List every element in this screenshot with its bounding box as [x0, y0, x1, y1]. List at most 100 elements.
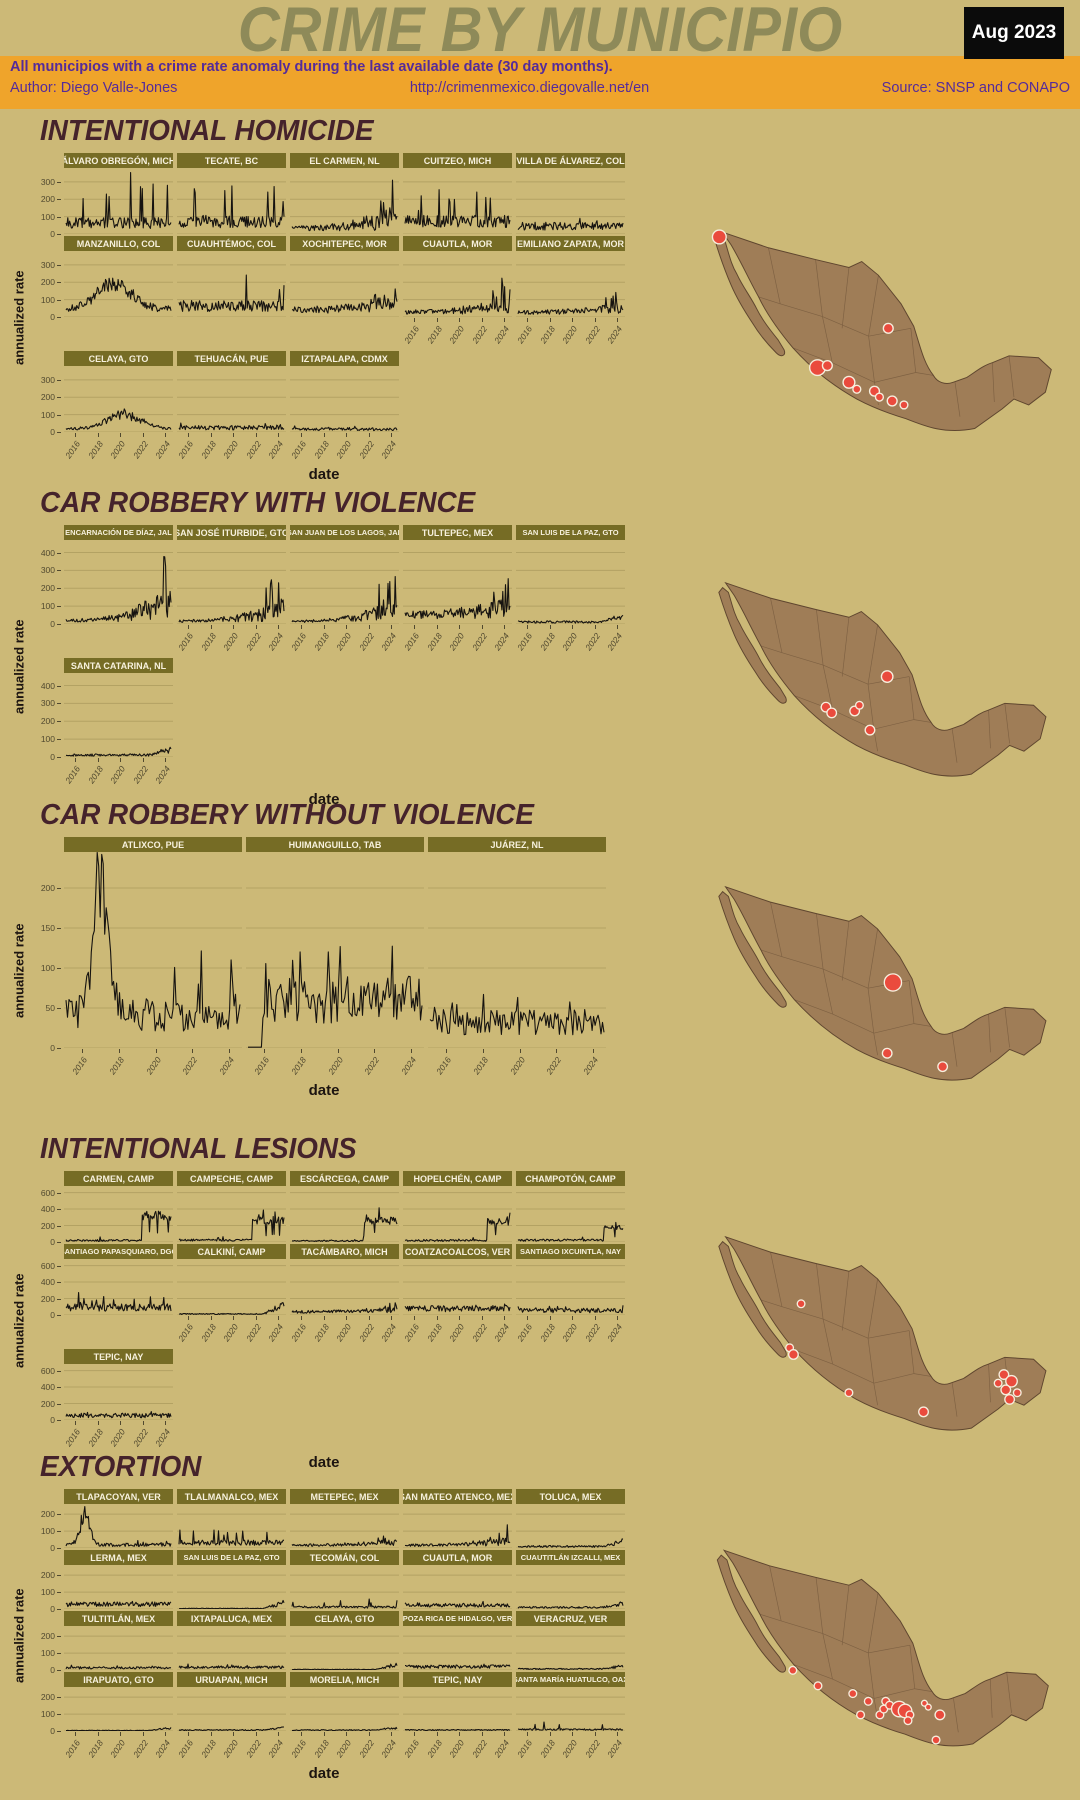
- x-tick-mark: [142, 433, 144, 437]
- x-tick-mark: [527, 1732, 529, 1736]
- x-axis-ticks: 2016 2018 2020 2022 2024: [176, 432, 286, 464]
- x-tick-label: 2024: [605, 1322, 625, 1344]
- facet-title: EL CARMEN, NL: [290, 153, 399, 168]
- line-chart: [177, 1192, 286, 1242]
- y-tick-label: 400: [41, 548, 61, 558]
- y-tick-label: 200: [41, 277, 61, 287]
- x-tick-label: 2018: [198, 1322, 218, 1344]
- facet-title: CARMEN, CAMP: [64, 1171, 173, 1186]
- map-marker: [1005, 1374, 1018, 1388]
- x-tick-mark: [210, 625, 212, 629]
- x-tick-label: 2022: [180, 1055, 200, 1077]
- facet-panel: ÁLVARO OBREGÓN, MICH: [64, 153, 173, 234]
- x-axis-title: date: [308, 791, 340, 808]
- x-tick-mark: [414, 1316, 416, 1320]
- facet-panel: VILLA DE ÁLVAREZ, COL: [516, 153, 625, 234]
- line-chart: [177, 1574, 286, 1609]
- x-tick-mark: [504, 1732, 506, 1736]
- facet-title: SANTA MARÍA HUATULCO, OAX: [516, 1672, 625, 1687]
- y-tick-label: 200: [41, 1221, 61, 1231]
- y-tick-label: 0: [50, 1237, 61, 1247]
- map-marker: [899, 399, 909, 410]
- x-axis-ticks: 2016 2018 2020 2022 2024: [428, 1048, 606, 1080]
- x-axis-ticks: 2016 2018 2020 2022 2024: [289, 432, 399, 464]
- facet-title: IXTAPALUCA, MEX: [177, 1611, 286, 1626]
- x-tick-mark: [301, 1316, 303, 1320]
- x-tick-mark: [391, 1316, 393, 1320]
- x-tick-label: 2024: [492, 1738, 512, 1760]
- facet-title: SAN MATEO ATENCO, MEX: [403, 1489, 512, 1504]
- x-tick-label: 2020: [447, 1322, 467, 1344]
- x-tick-mark: [75, 758, 77, 762]
- line-chart: [177, 1265, 286, 1315]
- map-marker: [874, 391, 885, 402]
- x-tick-mark: [142, 1732, 144, 1736]
- x-tick-label: 2018: [311, 1322, 331, 1344]
- x-tick-label: 2016: [63, 764, 83, 786]
- facet-title: CUAUTLA, MOR: [403, 1550, 512, 1565]
- facet-panel: HOPELCHÉN, CAMP: [403, 1171, 512, 1242]
- x-tick-mark: [75, 1421, 77, 1425]
- facet-title: CAMPECHE, CAMP: [177, 1171, 286, 1186]
- x-tick-mark: [165, 1732, 167, 1736]
- x-tick-label: 2024: [266, 631, 286, 653]
- x-tick-label: 2016: [515, 324, 535, 346]
- x-tick-label: 2024: [153, 764, 173, 786]
- y-axis-ticks: 300 200 100 0: [28, 153, 64, 239]
- line-chart: [64, 172, 173, 234]
- banner-url[interactable]: http://crimenmexico.diegovalle.net/en: [409, 80, 650, 96]
- y-tick-label: 400: [41, 1277, 61, 1287]
- x-tick-label: 2024: [605, 631, 625, 653]
- map-marker: [821, 359, 833, 371]
- facet-title: SAN LUIS DE LA PAZ, GTO: [516, 525, 625, 540]
- x-tick-mark: [436, 1316, 438, 1320]
- x-tick-mark: [549, 318, 551, 322]
- facet-panel: TLALMANALCO, MEX: [177, 1489, 286, 1548]
- y-tick-label: 300: [41, 260, 61, 270]
- x-axis-title: date: [308, 466, 340, 483]
- x-axis-ticks: 2016 2018 2020 2022 2024: [515, 1731, 625, 1763]
- facet-title: ESCÁRCEGA, CAMP: [290, 1171, 399, 1186]
- x-axis-ticks: 2016 2018 2020 2022 2024: [515, 624, 625, 656]
- x-tick-mark: [301, 625, 303, 629]
- facet-panel: TOLUCA, MEX: [516, 1489, 625, 1548]
- facet-title: CUAUHTÉMOC, COL: [177, 236, 286, 251]
- y-axis-title: annualized rate: [11, 1273, 27, 1369]
- x-tick-label: 2024: [379, 631, 399, 653]
- line-chart: [177, 181, 286, 234]
- map-marker: [1012, 1388, 1022, 1398]
- x-tick-mark: [414, 625, 416, 629]
- facet-panel: SAN JUAN DE LOS LAGOS, JAL 2016 2018 2020 20…: [289, 525, 399, 656]
- facet-title: POZA RICA DE HIDALGO, VER: [403, 1611, 512, 1626]
- x-tick-label: 2024: [266, 1738, 286, 1760]
- x-tick-mark: [233, 625, 235, 629]
- page-title: CRIME BY MUNICIPIO: [237, 0, 843, 65]
- facet-panel: URUAPAN, MICH 2016 2018 2020 2022 2024: [176, 1672, 286, 1763]
- facet-title: TEPIC, NAY: [403, 1672, 512, 1687]
- facet-title: LERMA, MEX: [64, 1550, 173, 1565]
- facet-title: IRAPUATO, GTO: [64, 1672, 173, 1687]
- y-tick-label: 50: [46, 1003, 61, 1013]
- line-chart: [290, 1635, 399, 1670]
- y-tick-label: 600: [41, 1366, 61, 1376]
- x-tick-mark: [391, 625, 393, 629]
- x-tick-mark: [519, 1049, 521, 1053]
- y-axis-ticks: 200 100 0: [28, 1489, 64, 1553]
- x-tick-label: 2020: [507, 1055, 527, 1077]
- y-tick-label: 300: [41, 698, 61, 708]
- facet-title: TLAPACOYAN, VER: [64, 1489, 173, 1504]
- x-tick-mark: [255, 433, 257, 437]
- x-tick-label: 2022: [469, 324, 489, 346]
- facet-panel: CUAUTLA, MOR: [403, 1550, 512, 1609]
- facet-panel: SAN LUIS DE LA PAZ, GTO 2016 2018 2020 2022 2…: [515, 525, 625, 656]
- y-tick-label: 300: [41, 375, 61, 385]
- line-chart: [64, 852, 242, 1048]
- line-chart: [64, 264, 173, 317]
- x-tick-label: 2024: [492, 631, 512, 653]
- x-tick-label: 2016: [176, 1322, 196, 1344]
- facet-title: COATZACOALCOS, VER: [403, 1244, 512, 1259]
- facet-title: METEPEC, MEX: [290, 1489, 399, 1504]
- facet-panel: CUAUTITLÁN IZCALLI, MEX: [516, 1550, 625, 1609]
- y-axis-ticks: 200 150 100 50 0: [28, 837, 64, 1080]
- x-tick-label: 2016: [289, 1738, 309, 1760]
